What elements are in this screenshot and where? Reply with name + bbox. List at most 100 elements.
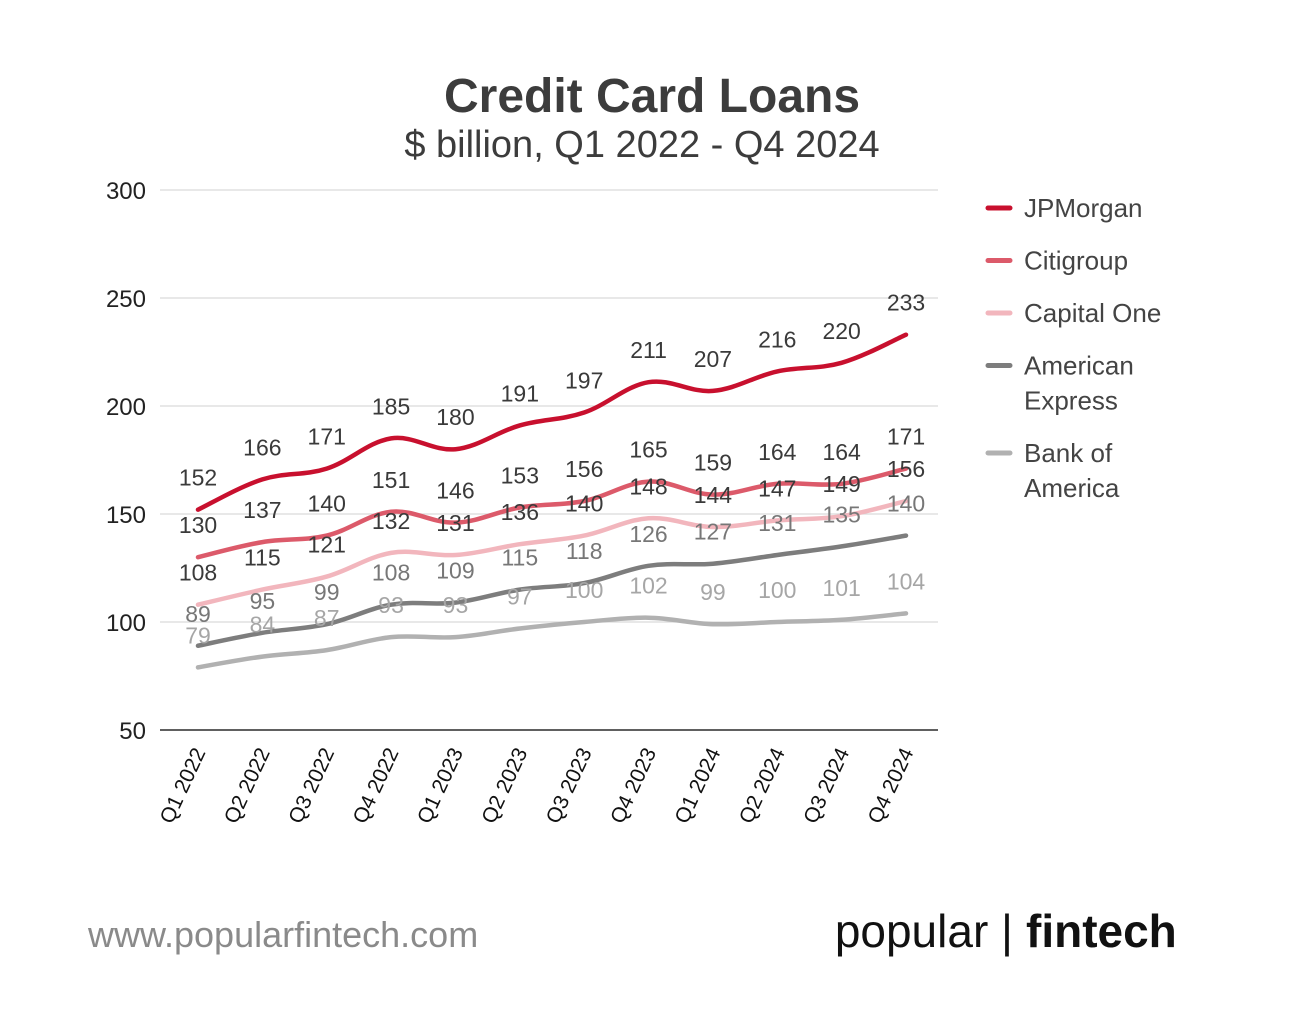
legend-label: American — [1024, 351, 1134, 381]
brand-logo-light: popular | — [835, 905, 1013, 957]
data-label-american-express: 109 — [436, 558, 474, 584]
x-tick-label: Q4 2022 — [349, 744, 404, 827]
x-tick-label: Q4 2023 — [606, 744, 661, 827]
data-label-american-express: 99 — [314, 579, 340, 605]
x-tick-label: Q3 2024 — [799, 744, 854, 827]
data-label-bank-of-america: 104 — [887, 568, 926, 594]
data-label-american-express: 95 — [250, 588, 276, 614]
data-label-citigroup: 156 — [565, 456, 603, 482]
data-label-citigroup: 151 — [372, 467, 410, 493]
chart-title: Credit Card Loans — [444, 70, 860, 123]
data-label-citigroup: 130 — [179, 512, 217, 538]
legend-label: America — [1024, 473, 1120, 503]
data-label-bank-of-america: 100 — [758, 577, 796, 603]
data-label-american-express: 115 — [501, 545, 538, 571]
data-label-american-express: 89 — [185, 601, 211, 627]
data-label-citigroup: 164 — [758, 439, 797, 465]
data-label-bank-of-america: 79 — [185, 622, 211, 648]
legend-label: Citigroup — [1024, 246, 1128, 276]
data-label-citigroup: 146 — [436, 478, 474, 504]
data-label-bank-of-america: 87 — [314, 605, 340, 631]
gridlines — [160, 189, 938, 731]
legend-label: Capital One — [1024, 298, 1161, 328]
legend-item-bank-of-america: Bank of America — [985, 438, 1120, 503]
data-label-jpmorgan: 233 — [887, 290, 925, 316]
data-label-citigroup: 153 — [501, 463, 539, 489]
data-label-capital-one: 140 — [565, 491, 603, 517]
data-label-jpmorgan: 180 — [436, 404, 474, 430]
data-label-jpmorgan: 191 — [501, 380, 539, 406]
legend: JPMorgan Citigroup Capital One American Expr… — [985, 193, 1161, 503]
legend-item-jpmorgan: JPMorgan — [985, 193, 1143, 223]
y-axis-ticks: 50 100 150 200 250 300 — [106, 178, 146, 745]
data-label-capital-one: 115 — [244, 545, 281, 571]
data-label-bank-of-america: 93 — [443, 592, 469, 618]
x-tick-label: Q2 2022 — [220, 744, 275, 827]
legend-item-citigroup: Citigroup — [985, 246, 1128, 276]
data-label-capital-one: 156 — [887, 456, 925, 482]
x-tick-label: Q4 2024 — [864, 744, 919, 827]
data-label-bank-of-america: 84 — [250, 612, 276, 638]
data-label-capital-one: 144 — [694, 482, 733, 508]
data-label-american-express: 126 — [629, 521, 667, 547]
y-tick-label: 150 — [106, 502, 146, 529]
data-label-jpmorgan: 211 — [630, 337, 667, 363]
data-label-american-express: 131 — [758, 510, 796, 536]
legend-label: JPMorgan — [1024, 193, 1143, 223]
data-label-jpmorgan: 166 — [243, 434, 281, 460]
series-line-citigroup — [195, 466, 909, 560]
legend-item-capital-one: Capital One — [985, 298, 1161, 328]
data-label-american-express: 135 — [822, 501, 860, 527]
series-line-american-express — [195, 533, 909, 649]
brand-logo: popular | fintech — [835, 905, 1177, 957]
legend-label: Express — [1024, 386, 1118, 416]
x-axis-ticks: Q1 2022 Q2 2022 Q3 2022 Q4 2022 Q1 2023 Q2 20… — [156, 744, 919, 827]
data-label-capital-one: 147 — [758, 475, 796, 501]
series-line-bank-of-america — [195, 611, 909, 670]
data-labels: 152 166 171 185 180 191 197 211 207 216 220 233 130 1… — [179, 290, 926, 649]
data-label-jpmorgan: 197 — [565, 367, 603, 393]
data-label-citigroup: 140 — [308, 491, 346, 517]
legend-label: Bank of — [1024, 438, 1113, 468]
data-label-citigroup: 171 — [887, 424, 925, 450]
data-label-jpmorgan: 207 — [694, 346, 732, 372]
data-label-american-express: 108 — [372, 560, 410, 586]
data-label-jpmorgan: 220 — [822, 318, 860, 344]
data-label-citigroup: 159 — [694, 450, 732, 476]
data-label-american-express: 140 — [887, 491, 925, 517]
data-label-american-express: 118 — [566, 538, 603, 564]
data-label-bank-of-america: 99 — [700, 579, 726, 605]
data-label-capital-one: 121 — [308, 532, 346, 558]
data-label-bank-of-america: 102 — [629, 573, 667, 599]
series-line-capital-one — [195, 498, 909, 607]
y-tick-label: 50 — [119, 718, 146, 745]
x-tick-label: Q1 2022 — [156, 744, 211, 827]
series-line-jpmorgan — [195, 332, 909, 512]
y-tick-label: 300 — [106, 178, 146, 205]
series-lines — [195, 332, 909, 670]
data-label-capital-one: 136 — [501, 499, 539, 525]
data-label-citigroup: 165 — [629, 437, 667, 463]
footer-url[interactable]: www.popularfintech.com — [87, 914, 478, 955]
x-tick-label: Q3 2022 — [284, 744, 339, 827]
data-label-capital-one: 149 — [822, 471, 860, 497]
data-label-capital-one: 132 — [372, 508, 410, 534]
brand-logo-bold: fintech — [1026, 905, 1177, 957]
data-label-jpmorgan: 216 — [758, 326, 796, 352]
x-tick-label: Q2 2024 — [735, 744, 790, 827]
data-label-american-express: 127 — [694, 519, 732, 545]
y-tick-label: 250 — [106, 286, 146, 313]
chart-subtitle: $ billion, Q1 2022 - Q4 2024 — [404, 124, 879, 166]
data-label-citigroup: 137 — [243, 497, 281, 523]
data-label-bank-of-america: 93 — [378, 592, 404, 618]
data-label-bank-of-america: 97 — [507, 583, 533, 609]
data-label-capital-one: 148 — [629, 473, 667, 499]
data-label-jpmorgan: 152 — [179, 465, 217, 491]
data-label-jpmorgan: 171 — [308, 424, 346, 450]
data-label-citigroup: 164 — [822, 439, 861, 465]
data-label-bank-of-america: 101 — [822, 575, 860, 601]
x-tick-label: Q1 2024 — [671, 744, 726, 827]
x-tick-label: Q3 2023 — [542, 744, 597, 827]
legend-item-american-express: American Express — [985, 351, 1134, 416]
